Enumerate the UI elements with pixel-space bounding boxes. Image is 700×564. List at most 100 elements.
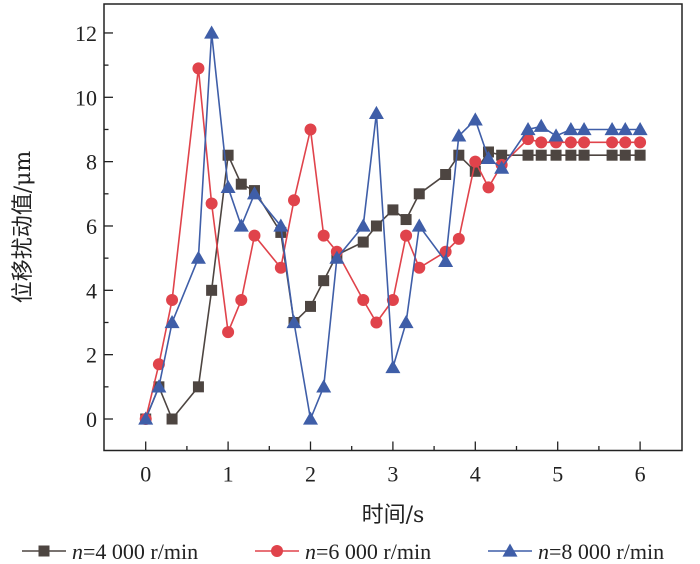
data-point [619,136,632,149]
data-point [604,121,620,136]
data-point [222,149,234,161]
legend-marker [502,543,518,557]
data-point [469,155,482,168]
data-point [440,169,452,181]
data-point [286,314,302,329]
x-tick-label: 5 [552,462,563,487]
y-tick-label: 0 [86,407,97,432]
data-point [166,413,178,425]
data-point [576,121,592,136]
data-point [192,381,204,393]
y-tick-label: 8 [86,150,97,175]
series-square [140,146,646,425]
data-point [192,62,205,75]
data-point [370,316,383,329]
data-point [634,136,647,149]
legend-label: n=6 000 r/min [305,539,431,564]
y-tick-label: 12 [75,21,97,46]
series-line [144,151,641,421]
data-point [233,218,249,232]
data-point [452,232,465,245]
data-point [357,293,370,306]
x-tick-label: 0 [140,462,151,487]
data-point [386,293,399,306]
data-point [304,123,317,136]
data-point [235,178,247,190]
data-point [413,261,426,274]
data-point [467,112,483,126]
data-point [535,136,548,149]
data-point [550,149,562,161]
data-point [438,253,454,267]
legend: n=4 000 r/min n=6 000 r/min n=8 000 r/min [22,539,664,564]
data-point [248,229,261,242]
data-point [413,188,425,200]
data-point [166,293,179,306]
data-point [469,165,481,177]
data-point [398,314,414,329]
data-point [520,121,536,136]
data-point [205,197,218,210]
data-point [305,300,316,312]
data-point [152,358,165,371]
data-point [190,250,206,264]
data-point [400,229,413,242]
legend-item: n=4 000 r/min [22,539,198,564]
data-point [535,149,547,161]
x-axis: 0 1 2 3 4 5 6 [140,441,646,487]
data-point [222,326,235,339]
x-axis-title: 时间/s [362,503,425,528]
data-point [220,179,236,194]
legend-marker [38,545,50,557]
data-point [151,379,167,393]
data-point [563,121,579,136]
data-point [564,136,577,149]
data-point [634,149,646,161]
y-tick-label: 2 [86,343,97,368]
data-point [317,229,330,242]
data-point [164,314,180,329]
data-point [453,149,465,161]
series-triangle [138,25,648,425]
x-tick-label: 2 [305,462,316,487]
legend-item: n=8 000 r/min [488,539,664,564]
data-point [138,411,154,425]
data-point [355,218,371,232]
x-tick-label: 1 [223,462,234,487]
data-point [482,181,495,194]
x-tick-label: 6 [635,462,646,487]
data-point [274,261,287,274]
data-point [329,250,345,264]
data-point [494,160,510,174]
data-point [548,128,564,142]
data-point [533,118,549,132]
legend-label: n=4 000 r/min [72,539,198,564]
series-layer [138,25,648,425]
data-point [451,128,467,142]
data-point [246,186,262,200]
data-point [606,136,619,149]
data-point [400,214,412,226]
data-point [235,293,248,306]
legend-marker [271,545,283,557]
data-point [522,133,535,146]
x-tick-label: 4 [470,462,481,487]
data-point [496,149,508,161]
data-point [275,226,287,238]
data-point [357,236,369,248]
data-point [522,149,534,161]
data-point [273,218,289,232]
y-axis: 0 2 4 6 8 10 12 [75,21,113,432]
data-point [439,245,452,258]
data-point [565,149,577,161]
data-point [632,121,648,136]
legend-item: n=6 000 r/min [255,539,431,564]
y-tick-label: 10 [75,85,97,110]
data-point [617,121,633,136]
data-point [606,149,618,161]
data-point [370,220,382,232]
data-point [303,411,318,425]
data-point [387,204,399,216]
data-point [318,275,330,287]
